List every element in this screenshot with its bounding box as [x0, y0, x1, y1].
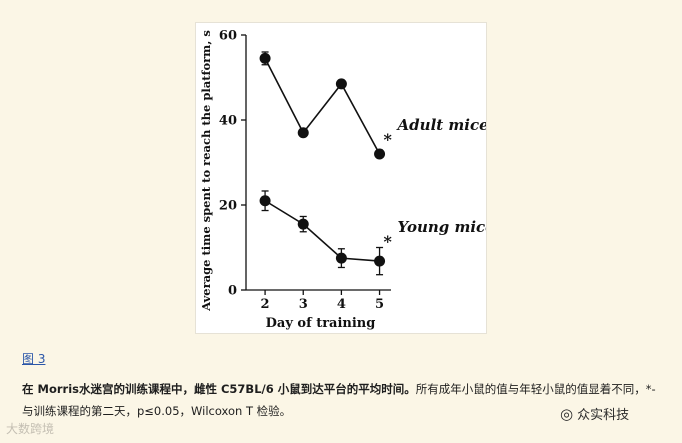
y-axis-label: Average time spent to reach the platform… [199, 30, 213, 312]
chart: 0 20 40 60 2 3 4 5 Day of training Average time s… [199, 29, 486, 332]
x-tick-label: 2 [261, 297, 270, 312]
figure-panel: 0 20 40 60 2 3 4 5 Day of training Average time s… [195, 22, 487, 334]
watermark-right: ◎ 众实科技 [560, 404, 629, 423]
caption-normal-text: 所有成年小鼠的值与年轻小鼠的值显着不同，*- 与训练课程的第二天，p≤0.05，… [22, 382, 656, 418]
series-line-0 [264, 58, 381, 155]
data-point [374, 255, 386, 267]
caption-bold-text: 在 Morris水迷宫的训练课程中，雌性 C57BL/6 小鼠到达平台的平均时间… [22, 382, 416, 396]
data-point [297, 218, 309, 230]
figure-caption: 在 Morris水迷宫的训练课程中，雌性 C57BL/6 小鼠到达平台的平均时间… [22, 378, 662, 422]
y-tick-label: 40 [219, 114, 237, 129]
x-axis-label: Day of training [266, 316, 376, 331]
data-point [297, 127, 309, 139]
data-point [259, 52, 271, 64]
x-tick-label: 3 [299, 297, 308, 312]
x-tick-label: 4 [337, 297, 346, 312]
series-label: Adult mice [396, 116, 486, 134]
x-tick-label: 5 [375, 297, 384, 312]
significance-marker: * [384, 130, 393, 149]
data-point [335, 78, 347, 90]
figure-link[interactable]: 图 3 [22, 352, 46, 366]
data-point [259, 195, 271, 207]
series-label: Young mice [398, 218, 486, 236]
wechat-icon: ◎ [560, 405, 574, 423]
y-tick-label: 60 [219, 29, 237, 44]
y-tick-label: 0 [228, 284, 237, 299]
significance-marker: * [384, 232, 393, 251]
watermark-right-text: 众实科技 [577, 408, 630, 423]
data-point [374, 148, 386, 160]
watermark-left: 大数跨境 [6, 422, 55, 436]
series-line-1 [264, 200, 380, 262]
data-point [335, 252, 347, 264]
y-tick-label: 20 [219, 199, 237, 214]
